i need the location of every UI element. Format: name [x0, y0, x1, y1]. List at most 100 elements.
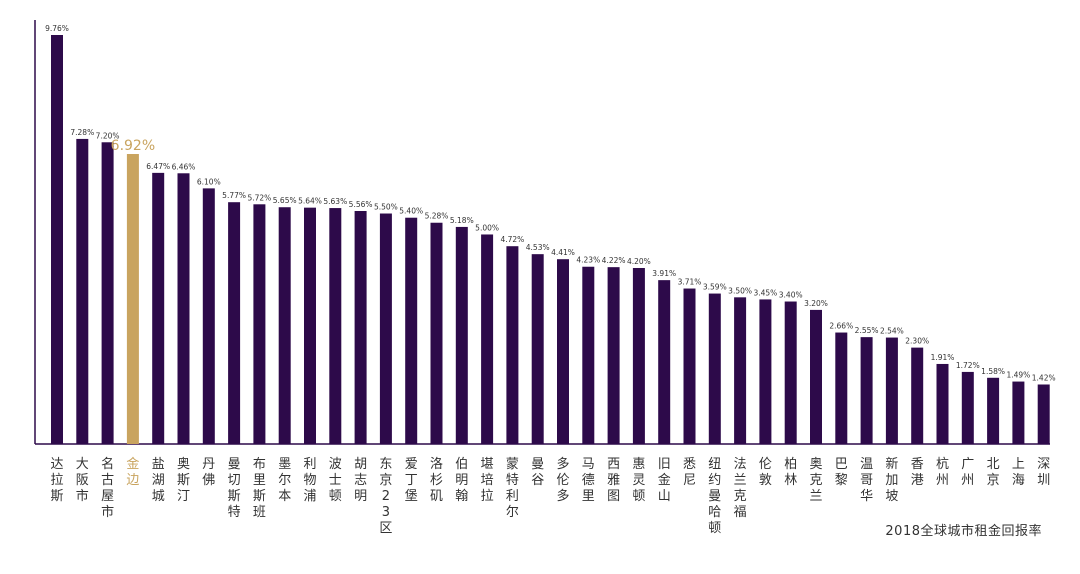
bar [961, 371, 974, 444]
category-label: 杭州 [936, 457, 949, 488]
chart-title: 2018全球城市租金回报率 [885, 524, 1042, 539]
category-label: 温哥华 [860, 457, 873, 504]
bar [354, 211, 367, 444]
bar [76, 138, 89, 445]
bar [126, 154, 139, 444]
bar [582, 266, 595, 444]
bar-value-label: 6.46% [172, 162, 196, 171]
bar [987, 377, 1000, 444]
bar [557, 259, 569, 444]
bar [101, 142, 114, 444]
category-label: 奥斯汀 [177, 457, 190, 504]
category-label: 奥克兰 [809, 457, 822, 504]
bar [911, 347, 924, 444]
category-label: 西雅图 [607, 457, 620, 504]
bar-value-label: 4.72% [500, 235, 524, 244]
bar-value-label: 2.55% [855, 326, 879, 335]
bar-value-label: 3.40% [779, 291, 803, 300]
bar [455, 226, 468, 444]
category-label: 上海 [1012, 457, 1025, 488]
category-label: 伯明翰 [455, 457, 468, 504]
bar-value-label: 5.63% [323, 197, 347, 206]
category-label: 马德里 [582, 457, 595, 504]
category-label: 大阪市 [76, 457, 89, 504]
category-label: 东京 2 3 区 [379, 457, 392, 536]
bar [734, 297, 747, 444]
bar [860, 337, 873, 444]
bar-value-label: 5.18% [450, 216, 474, 225]
category-label: 洛杉矶 [430, 457, 443, 504]
category-label: 香港 [911, 457, 924, 488]
category-label: 法兰克福 [734, 457, 747, 520]
bar [430, 222, 443, 444]
bar-value-label: 3.20% [804, 299, 828, 308]
bar-value-label: 6.10% [197, 177, 221, 186]
category-label: 墨尔本 [278, 457, 291, 504]
bar [784, 301, 797, 444]
bar [835, 332, 848, 444]
bar-value-label: 3.45% [753, 288, 777, 297]
bar [506, 246, 519, 444]
bar [481, 234, 494, 444]
bar [51, 35, 63, 444]
bar [329, 208, 342, 444]
bar [1012, 381, 1025, 444]
category-label: 胡志明 [354, 457, 367, 504]
bar-value-label: 5.72% [247, 193, 271, 202]
bar-value-label: 2.30% [905, 337, 929, 346]
bar [632, 267, 645, 444]
bar-value-label: 4.22% [602, 256, 626, 265]
bar [405, 217, 418, 444]
bar [658, 280, 671, 444]
category-label: 旧金山 [658, 457, 671, 504]
bar-value-label: 3.91% [652, 269, 676, 278]
category-label: 深圳 [1037, 457, 1050, 488]
bar [228, 202, 241, 444]
bar-value-label: 3.71% [678, 278, 702, 287]
bar [810, 309, 822, 444]
bar-value-label: 1.91% [931, 353, 955, 362]
bar-value-label: 5.65% [273, 196, 297, 205]
category-label: 波士顿 [329, 457, 342, 504]
bar-value-label: 1.49% [1006, 371, 1030, 380]
category-label: 曼切斯特 [228, 457, 241, 520]
category-label: 达拉斯 [50, 457, 63, 504]
bar-value-label: 5.64% [298, 197, 322, 206]
bar [885, 337, 898, 444]
category-label: 名古屋市 [101, 456, 114, 520]
category-label: 曼谷 [531, 457, 544, 488]
bar-value-label: 5.00% [475, 223, 499, 232]
category-label: 纽约曼哈顿 [708, 457, 721, 536]
bar [683, 288, 696, 444]
bar-value-label: 7.20% [96, 131, 120, 140]
bar-value-label: 3.59% [703, 283, 727, 292]
bar-value-label: 4.23% [576, 256, 600, 265]
bar-value-label: 3.50% [728, 286, 752, 295]
bar [531, 254, 544, 444]
bar-value-label: 5.50% [374, 203, 398, 212]
bar-value-label: 6.47% [146, 162, 170, 171]
category-label: 利物浦 [303, 457, 316, 504]
bar [708, 293, 721, 444]
category-label: 丹佛 [202, 457, 215, 488]
category-label: 伦敦 [759, 457, 772, 488]
category-label: 金边 [126, 456, 139, 488]
bar [152, 172, 165, 444]
bar-value-label: 5.56% [349, 200, 373, 209]
category-label: 巴黎 [835, 457, 848, 488]
bar [253, 204, 266, 444]
bar-value-label: 4.41% [551, 248, 575, 257]
bar [759, 299, 772, 444]
bar [177, 173, 190, 444]
category-label: 柏林 [784, 457, 797, 488]
bar-value-label: 5.77% [222, 191, 246, 200]
bar [379, 213, 392, 444]
bar-value-label: 1.58% [981, 367, 1005, 376]
category-label: 爱丁堡 [405, 457, 418, 504]
bar [1037, 384, 1050, 444]
bar-value-label: 4.53% [526, 243, 550, 252]
bar-value-label: 9.76% [45, 24, 69, 33]
bar [278, 207, 291, 444]
